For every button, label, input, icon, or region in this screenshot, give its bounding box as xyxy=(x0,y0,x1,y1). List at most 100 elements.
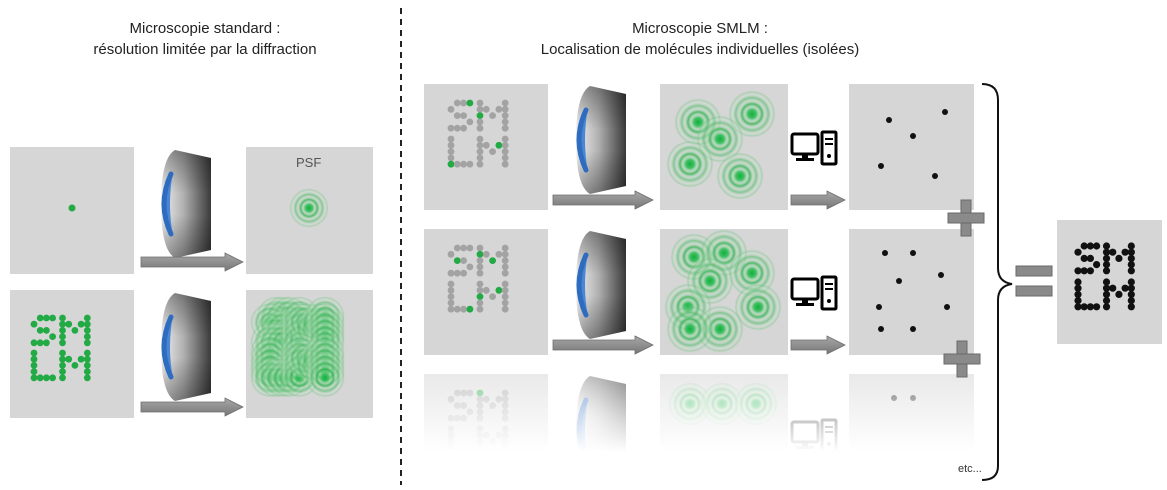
inactive-molecule-dot xyxy=(476,299,484,307)
inactive-molecule-dot xyxy=(501,244,509,252)
molecule-dot xyxy=(71,362,79,369)
inactive-molecule-dot xyxy=(447,135,455,143)
inactive-molecule-dot xyxy=(495,105,503,113)
reconstructed-molecule xyxy=(1086,267,1094,275)
inactive-molecule-dot xyxy=(501,444,509,452)
localized-molecule xyxy=(910,250,916,256)
active-molecule-dot xyxy=(466,99,474,107)
inactive-molecule-dot xyxy=(460,257,467,264)
active-molecule-dot xyxy=(476,112,484,119)
reconstructed-molecule xyxy=(1127,297,1135,305)
inactive-molecule-dot xyxy=(447,450,455,458)
reconstructed-molecule xyxy=(1074,267,1082,275)
arrow-right-icon xyxy=(140,252,244,272)
curly-brace-icon xyxy=(981,83,1013,481)
inactive-molecule-dot xyxy=(476,414,484,422)
inactive-molecule-dot xyxy=(476,389,484,397)
reconstructed-molecule xyxy=(1080,267,1088,275)
localized-molecule xyxy=(932,173,938,179)
inactive-molecule-dot xyxy=(501,299,509,307)
inactive-molecule-dot xyxy=(447,305,455,313)
inactive-molecule-dot xyxy=(447,444,455,452)
inactive-molecule-dot xyxy=(476,148,484,156)
inactive-molecule-dot xyxy=(495,431,503,439)
localized-molecule xyxy=(910,395,916,401)
inactive-molecule-dot xyxy=(476,135,484,143)
inactive-molecule-dot xyxy=(453,305,461,313)
inactive-molecule-dot xyxy=(460,112,467,119)
active-molecule-dot xyxy=(489,257,496,264)
localized-molecule xyxy=(896,278,902,284)
reconstructed-molecule xyxy=(1074,284,1082,292)
inactive-molecule-dot xyxy=(501,257,509,264)
screen xyxy=(796,283,814,295)
molecule-dot xyxy=(30,355,38,363)
molecule-dot xyxy=(83,327,91,334)
molecule-dot xyxy=(36,339,44,347)
inactive-molecule-dot xyxy=(447,293,455,300)
inactive-molecule-dot xyxy=(447,286,455,294)
molecule-dot xyxy=(36,374,44,382)
molecule-dot xyxy=(30,349,38,357)
localized-molecule xyxy=(944,304,950,310)
molecule-dot xyxy=(49,333,56,340)
arrow-right-icon xyxy=(790,190,846,210)
inactive-molecule-dot xyxy=(476,280,484,288)
inactive-molecule-dot xyxy=(476,118,484,126)
inactive-molecule-dot xyxy=(476,438,484,445)
reconstructed-molecule xyxy=(1080,303,1088,311)
active-molecule-dot xyxy=(466,305,474,313)
molecule-dot xyxy=(83,349,91,357)
arrow-right-icon xyxy=(552,335,654,355)
arrow-right-icon xyxy=(140,397,244,417)
reconstructed-molecule xyxy=(1074,248,1082,256)
inactive-molecule-dot xyxy=(501,280,509,288)
arrow-right-icon xyxy=(790,190,846,210)
molecule-dot xyxy=(49,314,56,322)
inactive-molecule-dot xyxy=(501,160,509,168)
molecule-dot xyxy=(49,374,56,382)
tower xyxy=(820,130,838,166)
inactive-molecule-dot xyxy=(501,431,509,439)
active-molecule-dot xyxy=(447,160,455,168)
inactive-molecule-dot xyxy=(495,395,503,403)
inactive-molecule-dot xyxy=(460,450,467,458)
molecule-dot xyxy=(83,314,91,322)
inactive-molecule-dot xyxy=(476,269,484,277)
inactive-molecule-dot xyxy=(466,160,474,168)
molecule-dot xyxy=(43,339,50,347)
inactive-molecule-dot xyxy=(482,141,490,149)
inactive-molecule-dot xyxy=(447,124,455,132)
inactive-molecule-dot xyxy=(460,305,467,313)
inactive-molecule-dot xyxy=(453,269,461,277)
inactive-molecule-dot xyxy=(476,402,484,409)
inactive-molecule-dot xyxy=(482,431,490,439)
smlm-frame-1 xyxy=(424,84,974,210)
panel-smlm-molecules xyxy=(10,290,134,418)
inactive-molecule-dot xyxy=(466,389,474,397)
inactive-molecule-dot xyxy=(476,395,484,403)
molecule-dot xyxy=(43,327,50,334)
molecule-dot xyxy=(65,320,73,328)
localized-molecule xyxy=(878,326,884,332)
localized-molecule xyxy=(938,272,944,278)
molecule-dot xyxy=(83,355,91,363)
molecule-dot xyxy=(43,314,50,322)
molecule-dot xyxy=(30,374,38,382)
inactive-molecule-dot xyxy=(501,148,509,156)
inactive-molecule-dot xyxy=(466,408,474,416)
molecule-dot xyxy=(30,362,38,369)
inactive-molecule-dot xyxy=(460,99,467,107)
objective-lens-icon xyxy=(576,231,626,339)
inactive-molecule-dot xyxy=(501,154,509,162)
inactive-molecule-dot xyxy=(466,450,474,458)
reconstructed-molecule xyxy=(1093,242,1101,250)
reconstructed-molecule xyxy=(1080,242,1088,250)
molecule-dot xyxy=(83,339,91,347)
molecule-dot xyxy=(59,314,66,322)
reconstructed-molecule xyxy=(1127,254,1135,262)
inactive-molecule-dot xyxy=(460,124,467,132)
inactive-molecule-dot xyxy=(501,450,509,458)
inactive-molecule-dot xyxy=(447,269,455,277)
inactive-molecule-dot xyxy=(447,414,455,422)
